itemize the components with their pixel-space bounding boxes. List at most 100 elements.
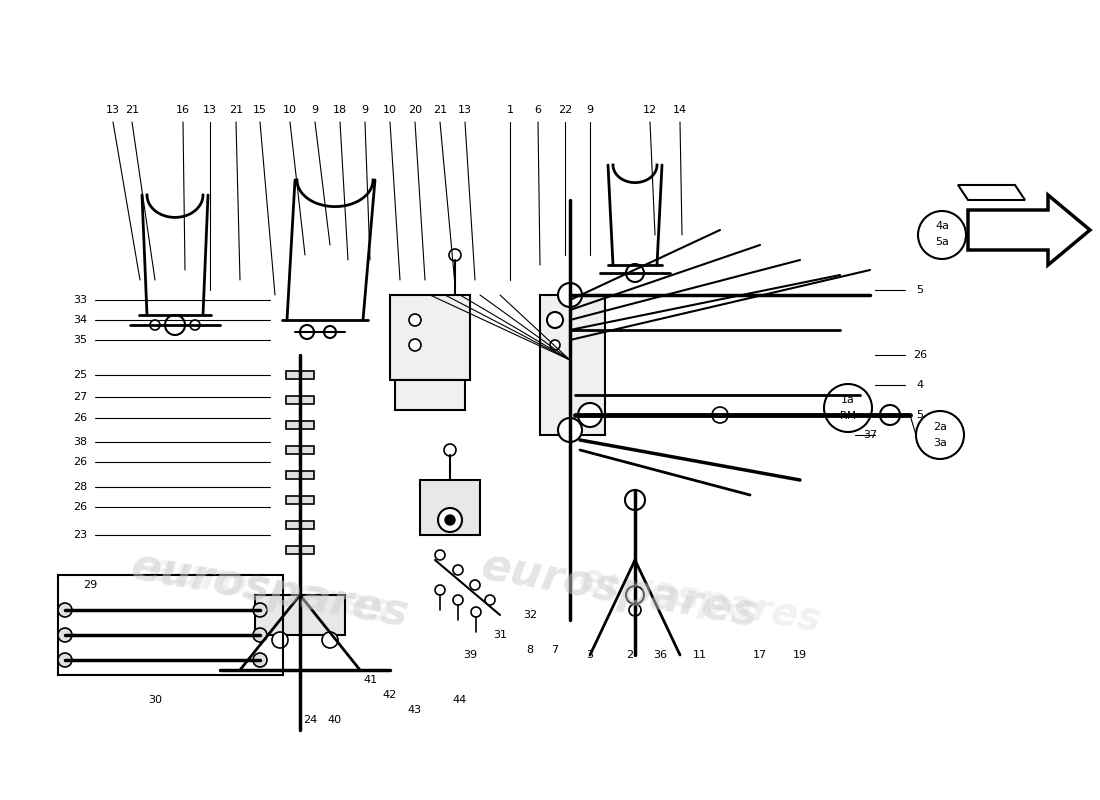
Text: 7: 7 [551,645,559,655]
Bar [286,421,313,429]
Text: 17: 17 [752,650,767,660]
Text: 21: 21 [433,105,447,115]
Text: 9: 9 [362,105,369,115]
Circle shape [58,628,72,642]
Bar [286,496,313,504]
Circle shape [58,653,72,667]
Circle shape [471,607,481,617]
Text: 44: 44 [453,695,468,705]
Bar [390,295,470,380]
Text: 31: 31 [493,630,507,640]
Text: 24: 24 [302,715,317,725]
Circle shape [626,586,644,604]
Text: 37: 37 [862,430,877,440]
Text: 26: 26 [73,457,87,467]
Text: 33: 33 [73,295,87,305]
Text: 13: 13 [458,105,472,115]
Circle shape [253,603,267,617]
Bar [395,380,465,410]
Text: 26: 26 [913,350,927,360]
Circle shape [272,632,288,648]
Circle shape [485,595,495,605]
Text: 22: 22 [558,105,572,115]
Circle shape [165,315,185,335]
Text: 32: 32 [522,610,537,620]
Text: 13: 13 [106,105,120,115]
Text: 4a: 4a [935,221,949,231]
Text: 4: 4 [916,380,924,390]
Circle shape [626,264,644,282]
Text: 39: 39 [463,650,477,660]
Text: 15: 15 [253,105,267,115]
Circle shape [558,283,582,307]
Text: 38: 38 [73,437,87,447]
Text: 30: 30 [148,695,162,705]
Text: 3a: 3a [933,438,947,448]
Bar [58,575,283,675]
Circle shape [434,585,446,595]
Circle shape [453,595,463,605]
Text: 21: 21 [229,105,243,115]
Text: 12: 12 [642,105,657,115]
Text: 29: 29 [82,580,97,590]
Text: 42: 42 [383,690,397,700]
Text: 18: 18 [333,105,348,115]
Text: 6: 6 [535,105,541,115]
Text: 1: 1 [506,105,514,115]
Text: 28: 28 [73,482,87,492]
Circle shape [253,628,267,642]
Circle shape [438,508,462,532]
Bar [286,471,313,479]
Circle shape [324,326,336,338]
Circle shape [880,405,900,425]
Text: 8: 8 [527,645,534,655]
Text: eurospares: eurospares [575,560,824,640]
Text: 1a: 1a [842,395,855,405]
Bar [255,595,345,635]
Bar [286,371,313,379]
Circle shape [547,312,563,328]
Text: 43: 43 [408,705,422,715]
Text: 10: 10 [283,105,297,115]
Bar [286,546,313,554]
Text: 2: 2 [626,650,634,660]
Text: 27: 27 [73,392,87,402]
Circle shape [550,340,560,350]
Polygon shape [958,185,1025,200]
Circle shape [470,580,480,590]
Circle shape [578,403,602,427]
Circle shape [629,604,641,616]
Circle shape [444,444,456,456]
Text: RM: RM [840,411,856,421]
Text: eurospares: eurospares [477,544,762,636]
Circle shape [300,325,313,339]
Text: 10: 10 [383,105,397,115]
Circle shape [446,515,455,525]
Text: eurospares: eurospares [128,544,413,636]
Circle shape [409,314,421,326]
Bar [286,396,313,404]
Circle shape [625,490,645,510]
Text: 16: 16 [176,105,190,115]
Text: 35: 35 [73,335,87,345]
Bar [286,446,313,454]
Text: 23: 23 [73,530,87,540]
Circle shape [453,565,463,575]
Text: 26: 26 [73,502,87,512]
Text: 9: 9 [311,105,319,115]
Bar [286,521,313,529]
Polygon shape [968,195,1090,265]
Circle shape [449,249,461,261]
Text: 20: 20 [408,105,422,115]
Text: 19: 19 [793,650,807,660]
Bar [420,480,480,535]
Text: 11: 11 [693,650,707,660]
Circle shape [190,320,200,330]
Text: 25: 25 [73,370,87,380]
Circle shape [253,653,267,667]
Circle shape [58,603,72,617]
Circle shape [150,320,160,330]
Text: 41: 41 [363,675,377,685]
Text: 5a: 5a [935,237,949,247]
Text: eurospares: eurospares [145,550,394,630]
